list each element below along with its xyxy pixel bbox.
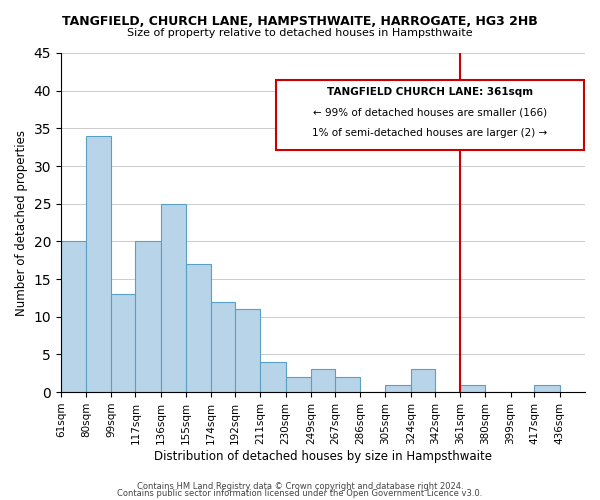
Bar [535, 384, 560, 392]
Bar [460, 384, 485, 392]
Text: 1% of semi-detached houses are larger (2) →: 1% of semi-detached houses are larger (2… [312, 128, 547, 138]
Bar [385, 384, 411, 392]
Bar [235, 309, 260, 392]
X-axis label: Distribution of detached houses by size in Hampsthwaite: Distribution of detached houses by size … [154, 450, 492, 462]
Text: TANGFIELD, CHURCH LANE, HAMPSTHWAITE, HARROGATE, HG3 2HB: TANGFIELD, CHURCH LANE, HAMPSTHWAITE, HA… [62, 15, 538, 28]
Bar [161, 204, 186, 392]
Text: TANGFIELD CHURCH LANE: 361sqm: TANGFIELD CHURCH LANE: 361sqm [327, 87, 533, 97]
Bar [112, 294, 136, 392]
Text: ← 99% of detached houses are smaller (166): ← 99% of detached houses are smaller (16… [313, 108, 547, 118]
Bar [86, 136, 112, 392]
Text: Size of property relative to detached houses in Hampsthwaite: Size of property relative to detached ho… [127, 28, 473, 38]
Bar [311, 370, 335, 392]
Bar [61, 242, 86, 392]
Bar [211, 302, 235, 392]
Bar [136, 242, 161, 392]
FancyBboxPatch shape [276, 80, 584, 150]
Bar [335, 377, 360, 392]
Text: Contains HM Land Registry data © Crown copyright and database right 2024.: Contains HM Land Registry data © Crown c… [137, 482, 463, 491]
Bar [286, 377, 311, 392]
Text: Contains public sector information licensed under the Open Government Licence v3: Contains public sector information licen… [118, 490, 482, 498]
Y-axis label: Number of detached properties: Number of detached properties [15, 130, 28, 316]
Bar [411, 370, 434, 392]
Bar [186, 264, 211, 392]
Bar [260, 362, 286, 392]
